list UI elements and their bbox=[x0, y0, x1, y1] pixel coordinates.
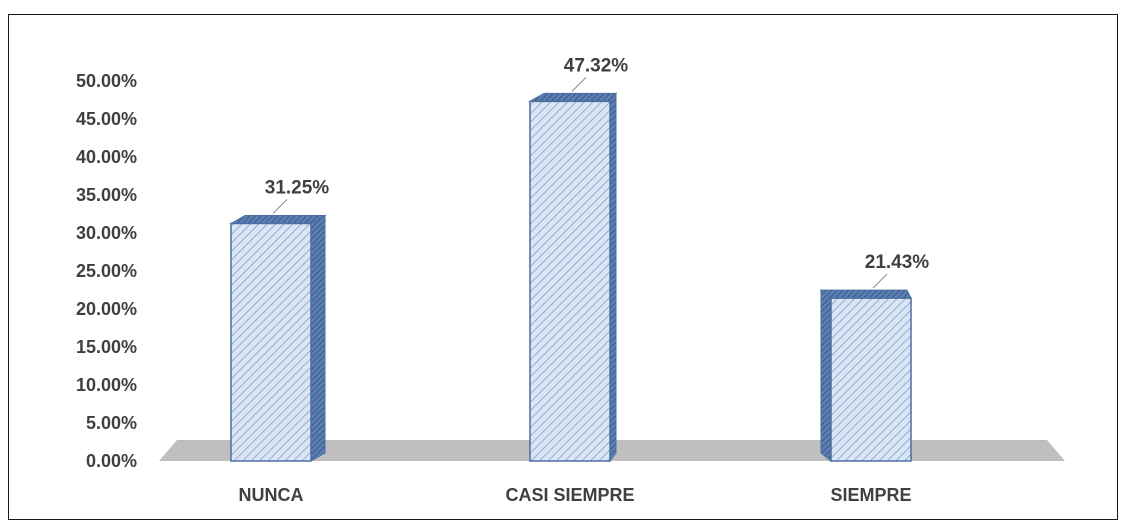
x-tick-label: CASI SIEMPRE bbox=[505, 485, 634, 505]
x-axis: NUNCA CASI SIEMPRE SIEMPRE bbox=[239, 485, 912, 505]
data-label-leader bbox=[571, 77, 587, 92]
y-tick-label: 45.00% bbox=[76, 109, 137, 129]
data-label: 21.43% bbox=[865, 252, 930, 273]
y-tick-label: 30.00% bbox=[76, 223, 137, 243]
bar-top bbox=[819, 289, 912, 299]
y-tick-label: 20.00% bbox=[76, 299, 137, 319]
y-tick-label: 40.00% bbox=[76, 147, 137, 167]
y-tick-label: 10.00% bbox=[76, 375, 137, 395]
bar-siempre bbox=[819, 289, 912, 463]
y-axis: 0.00% 5.00% 10.00% 15.00% 20.00% 25.00% 30.00%… bbox=[76, 71, 137, 471]
x-tick-label: NUNCA bbox=[239, 485, 304, 505]
y-tick-label: 25.00% bbox=[76, 261, 137, 281]
data-labels: 31.25% 47.32% 21.43% bbox=[265, 55, 930, 289]
chart-frame: 0.00% 5.00% 10.00% 15.00% 20.00% 25.00% 30.00%… bbox=[8, 14, 1118, 520]
bar-top bbox=[528, 92, 617, 102]
bars bbox=[229, 91, 912, 463]
bar-front bbox=[830, 297, 912, 462]
bar-side bbox=[820, 289, 832, 463]
y-tick-label: 0.00% bbox=[86, 451, 137, 471]
bar-front bbox=[230, 222, 312, 462]
y-tick-label: 50.00% bbox=[76, 71, 137, 91]
bar-front bbox=[529, 100, 611, 462]
bar-casi-siempre bbox=[528, 91, 617, 463]
data-label: 47.32% bbox=[564, 55, 629, 76]
data-label-leader bbox=[272, 199, 288, 214]
data-label: 31.25% bbox=[265, 178, 330, 199]
x-tick-label: SIEMPRE bbox=[830, 485, 911, 505]
y-tick-label: 15.00% bbox=[76, 337, 137, 357]
bar-side bbox=[310, 214, 326, 462]
bar-chart: 0.00% 5.00% 10.00% 15.00% 20.00% 25.00% 30.00%… bbox=[76, 55, 1065, 505]
bar-side bbox=[609, 91, 617, 463]
data-label-leader bbox=[872, 273, 888, 289]
y-tick-label: 5.00% bbox=[86, 413, 137, 433]
bar-nunca bbox=[229, 214, 327, 462]
bar-top bbox=[229, 215, 327, 224]
y-tick-label: 35.00% bbox=[76, 185, 137, 205]
